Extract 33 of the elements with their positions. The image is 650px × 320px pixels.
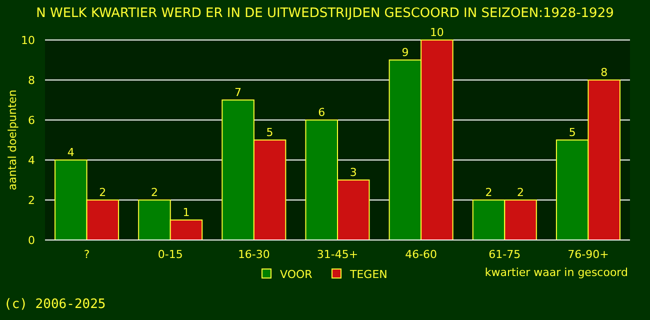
x-tick-label: 46-60 <box>405 248 438 261</box>
y-tick-label: 8 <box>28 74 35 87</box>
data-label: 10 <box>430 26 444 39</box>
y-tick-label: 10 <box>21 34 35 47</box>
y-tick-label: 2 <box>28 194 35 207</box>
data-label: 9 <box>402 46 409 59</box>
x-tick-label: 16-30 <box>238 248 270 261</box>
data-label: 8 <box>600 66 608 79</box>
data-label: 2 <box>485 186 492 199</box>
chart-title: N WELK KWARTIER WERD ER IN DE UITWEDSTRIJDEN GESCOORD IN SEIZOEN:1928-1929 <box>36 6 614 21</box>
y-tick-label: 6 <box>28 114 35 127</box>
text: (c) 2006-2025 <box>4 297 106 312</box>
data-label: 5 <box>266 126 274 139</box>
x-tick-label: ? <box>84 248 90 261</box>
data-label: 7 <box>234 86 242 99</box>
x-axis-title: kwartier waar in gescoord <box>484 266 628 279</box>
data-label: 2 <box>99 186 106 199</box>
y-tick-label: 4 <box>28 154 35 167</box>
legend-label: TEGEN <box>349 268 388 281</box>
data-label: 2 <box>150 186 158 199</box>
legend-label: VOOR <box>280 268 313 281</box>
data-label: 5 <box>568 126 576 139</box>
x-tick-label: 0-15 <box>158 248 183 261</box>
data-label: 3 <box>350 166 357 179</box>
x-tick-label: 61-75 <box>488 248 521 261</box>
y-axis-title: aantal doelpunten <box>6 90 19 190</box>
data-label: 2 <box>517 186 524 199</box>
x-tick-label: 76-90+ <box>568 248 609 261</box>
x-tick-label: 31-45+ <box>316 248 358 261</box>
data-label: 6 <box>318 106 326 119</box>
data-label: 1 <box>182 206 190 219</box>
data-label: 4 <box>67 146 74 159</box>
y-tick-label: 0 <box>28 234 35 247</box>
